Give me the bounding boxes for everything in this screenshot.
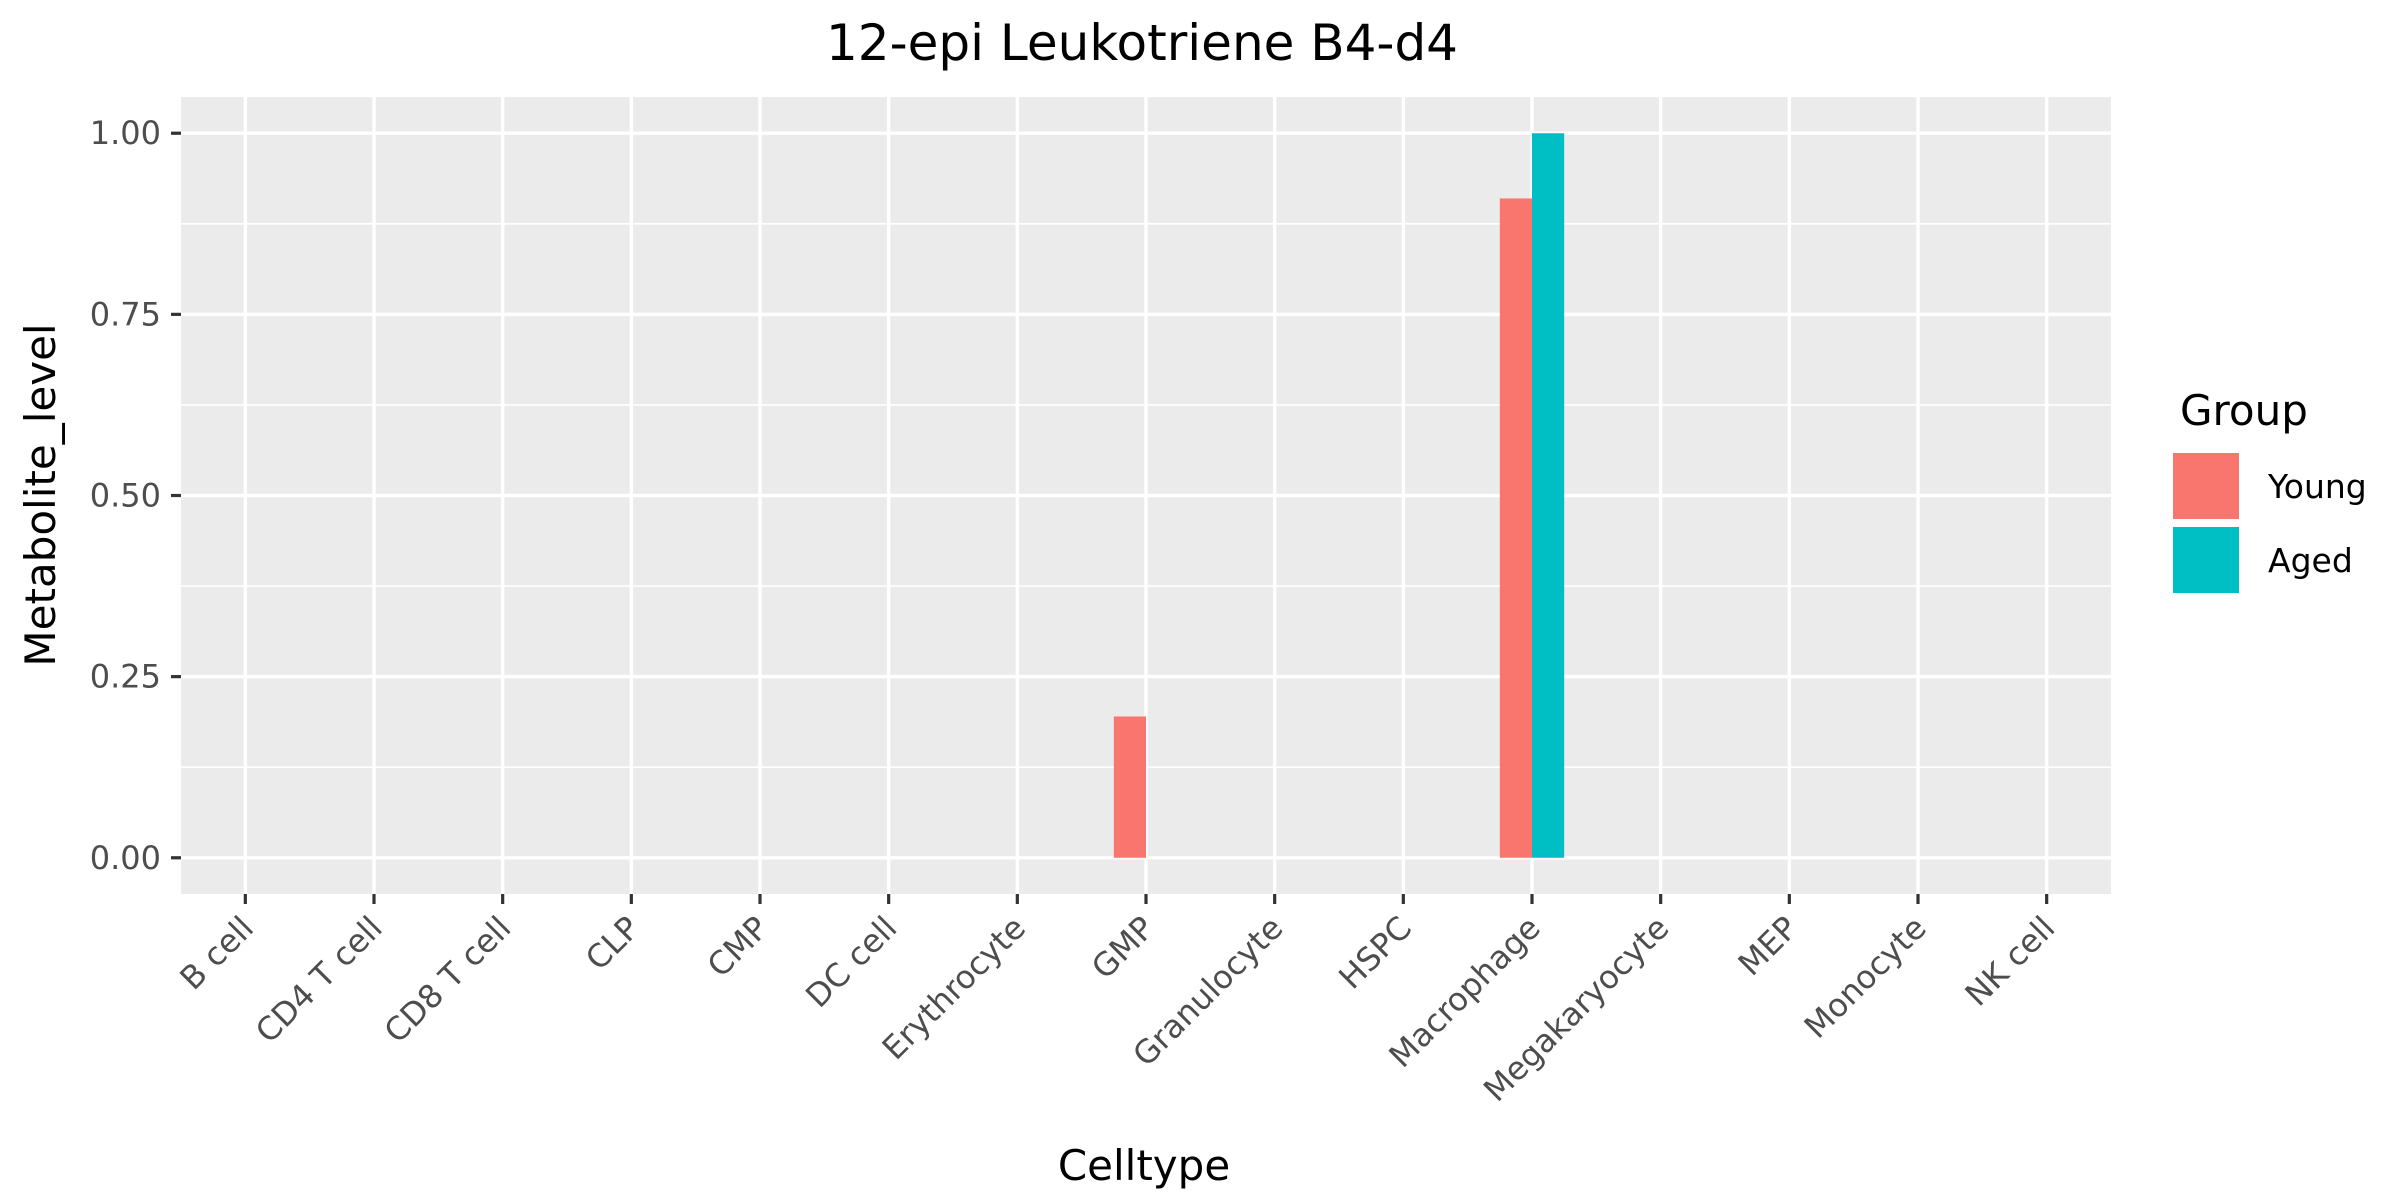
bar-aged-macrophage — [1532, 133, 1565, 858]
x-tick-label: HSPC — [1331, 909, 1419, 997]
x-tick-label: B cell — [172, 909, 261, 998]
y-tick-label: 0.00 — [90, 839, 161, 877]
legend-label-young: Young — [2267, 467, 2367, 506]
legend-label-aged: Aged — [2268, 541, 2353, 580]
legend-key-aged — [2173, 527, 2239, 593]
legend-title: Group — [2180, 386, 2308, 435]
x-axis-title: Celltype — [1058, 1141, 1230, 1190]
x-tick-label: MEP — [1731, 909, 1805, 983]
bar-young-macrophage — [1499, 198, 1532, 858]
x-tick-label: Monocyte — [1797, 909, 1934, 1046]
y-tick-label: 1.00 — [90, 114, 161, 152]
chart-title: 12-epi Leukotriene B4-d4 — [826, 14, 1458, 72]
x-tick-label: CD4 T cell — [248, 909, 390, 1051]
x-tick-label: GMP — [1084, 909, 1162, 987]
y-tick-label: 0.25 — [90, 658, 161, 696]
x-tick-label: NK cell — [1958, 909, 2063, 1014]
legend: Group Young Aged — [2173, 386, 2367, 593]
bars — [1113, 133, 1565, 858]
legend-key-young — [2173, 453, 2239, 519]
bar-young-gmp — [1113, 716, 1146, 858]
y-axis: 0.00 0.25 0.50 0.75 1.00 — [90, 114, 181, 877]
y-tick-label: 0.75 — [90, 295, 161, 333]
x-tick-label: CLP — [578, 909, 647, 978]
x-tick-label: DC cell — [798, 909, 904, 1015]
x-tick-label: CMP — [700, 909, 776, 985]
x-tick-label: CD8 T cell — [377, 909, 519, 1051]
y-axis-title: Metabolite_level — [16, 323, 65, 666]
y-tick-label: 0.50 — [90, 477, 161, 515]
